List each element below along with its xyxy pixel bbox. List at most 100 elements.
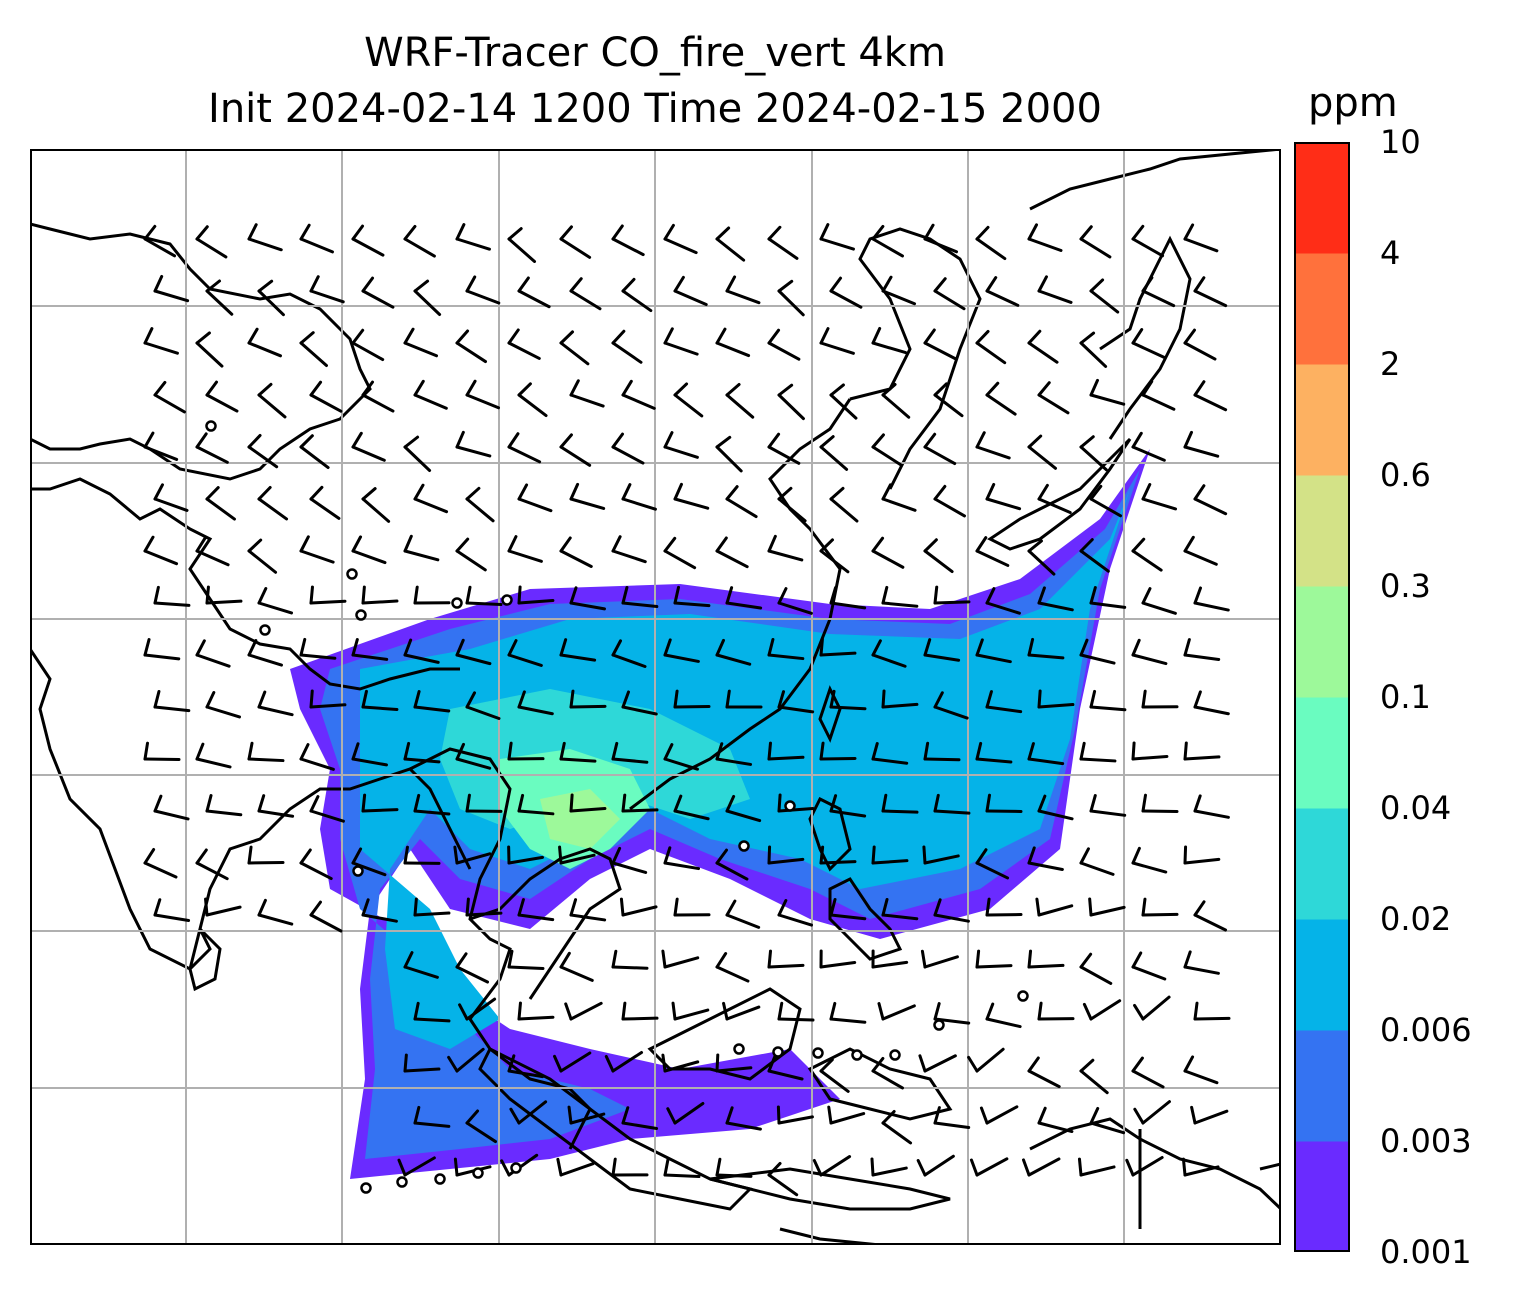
coastline-path	[469, 847, 622, 1000]
wind-barb	[153, 689, 191, 713]
wind-barb	[715, 327, 751, 358]
wind-barb	[299, 223, 334, 254]
wind-barb	[205, 486, 236, 521]
wind-barb	[143, 327, 179, 355]
wind-barb	[195, 331, 224, 368]
wind-barb	[509, 1100, 548, 1125]
wind-barb	[1190, 1105, 1229, 1125]
wind-barb	[455, 537, 487, 572]
wind-barb	[1079, 225, 1112, 259]
wind-barb	[1183, 328, 1217, 361]
wind-barb	[819, 327, 855, 355]
wind-barb	[1141, 587, 1177, 615]
wind-barb	[351, 847, 387, 877]
coastline-path	[30, 648, 472, 972]
wind-barb	[611, 329, 643, 364]
wind-barb	[507, 432, 542, 464]
wind-barb	[611, 1157, 649, 1177]
wind-barb	[351, 535, 387, 565]
wind-barb	[923, 223, 959, 254]
wind-barb	[777, 899, 813, 927]
wind-barb	[871, 433, 904, 467]
wind-barb	[413, 897, 451, 917]
wind-barb	[517, 690, 554, 716]
wind-barb	[247, 223, 283, 252]
wind-barb	[1141, 689, 1179, 709]
wind-barb	[918, 1054, 957, 1073]
calm-marker	[259, 624, 271, 636]
wind-barb	[985, 897, 1023, 917]
calm-marker	[733, 1043, 745, 1055]
wind-barb	[257, 587, 294, 615]
wind-barb	[559, 951, 594, 982]
coastline-path	[1259, 1162, 1281, 1171]
wind-barb	[673, 275, 708, 307]
wind-barb	[777, 793, 815, 813]
wind-barb	[517, 1001, 555, 1021]
wind-barb	[715, 226, 746, 262]
wind-barb	[767, 949, 805, 969]
wind-barb	[309, 485, 341, 520]
wind-barb	[985, 587, 1021, 615]
wind-barb	[1141, 380, 1176, 411]
wind-barb	[1193, 690, 1230, 716]
wind-barb	[975, 225, 1007, 261]
wind-barb	[871, 845, 909, 865]
wind-barb	[1027, 949, 1065, 969]
wind-barb	[447, 1047, 485, 1073]
calm-marker	[346, 568, 358, 580]
map-panel	[30, 149, 1281, 1245]
wind-barb	[1131, 224, 1165, 258]
wind-barb	[257, 794, 295, 818]
wind-barb	[871, 639, 907, 668]
wind-barb	[247, 845, 285, 865]
calm-marker	[510, 1162, 522, 1174]
wind-barb	[558, 845, 596, 865]
wind-barb	[1077, 1157, 1116, 1177]
colorbar-segment	[1294, 919, 1350, 1031]
wind-barb	[413, 1001, 451, 1023]
wind-barb	[465, 691, 501, 720]
wind-barb	[673, 382, 704, 418]
wind-barb	[455, 742, 492, 770]
wind-barb	[413, 1105, 451, 1128]
wind-barb	[559, 225, 592, 259]
wind-barb	[611, 535, 647, 564]
wind-barb	[621, 1106, 659, 1130]
wind-barb	[455, 430, 492, 458]
wind-barb	[715, 435, 743, 473]
calm-marker	[1017, 990, 1029, 1002]
wind-barb	[767, 741, 805, 761]
wind-barb	[1131, 537, 1163, 572]
wind-barb	[403, 741, 441, 764]
wind-barb	[663, 327, 699, 356]
wind-barb	[351, 328, 385, 362]
wind-barb	[1141, 276, 1176, 308]
wind-barb	[611, 224, 645, 257]
colorbar-segment	[1294, 475, 1350, 587]
wind-barb	[257, 486, 289, 521]
coastline-path	[478, 1046, 753, 1211]
wind-barb	[881, 898, 919, 921]
wind-barb	[1037, 275, 1073, 304]
wind-barb	[777, 486, 807, 523]
wind-barb	[559, 433, 592, 467]
colorbar-segment	[1294, 1141, 1350, 1252]
wind-barb	[827, 1105, 866, 1125]
wind-barb	[619, 897, 658, 917]
wind-barb	[153, 380, 186, 414]
wind-barb	[1133, 1100, 1171, 1125]
wind-barb	[507, 845, 545, 865]
wind-barb	[458, 997, 497, 1021]
wind-barb	[975, 536, 1010, 567]
colorbar-tick-label: 0.1	[1380, 678, 1431, 716]
wind-barb	[143, 431, 179, 461]
wind-barb	[204, 897, 242, 917]
wind-barb	[205, 794, 243, 817]
wind-barb	[819, 949, 857, 969]
wind-barb	[975, 431, 1011, 460]
wind-barb	[611, 741, 649, 764]
wind-barb	[1079, 1058, 1109, 1095]
wind-barb	[933, 382, 964, 418]
wind-barb	[871, 742, 909, 765]
